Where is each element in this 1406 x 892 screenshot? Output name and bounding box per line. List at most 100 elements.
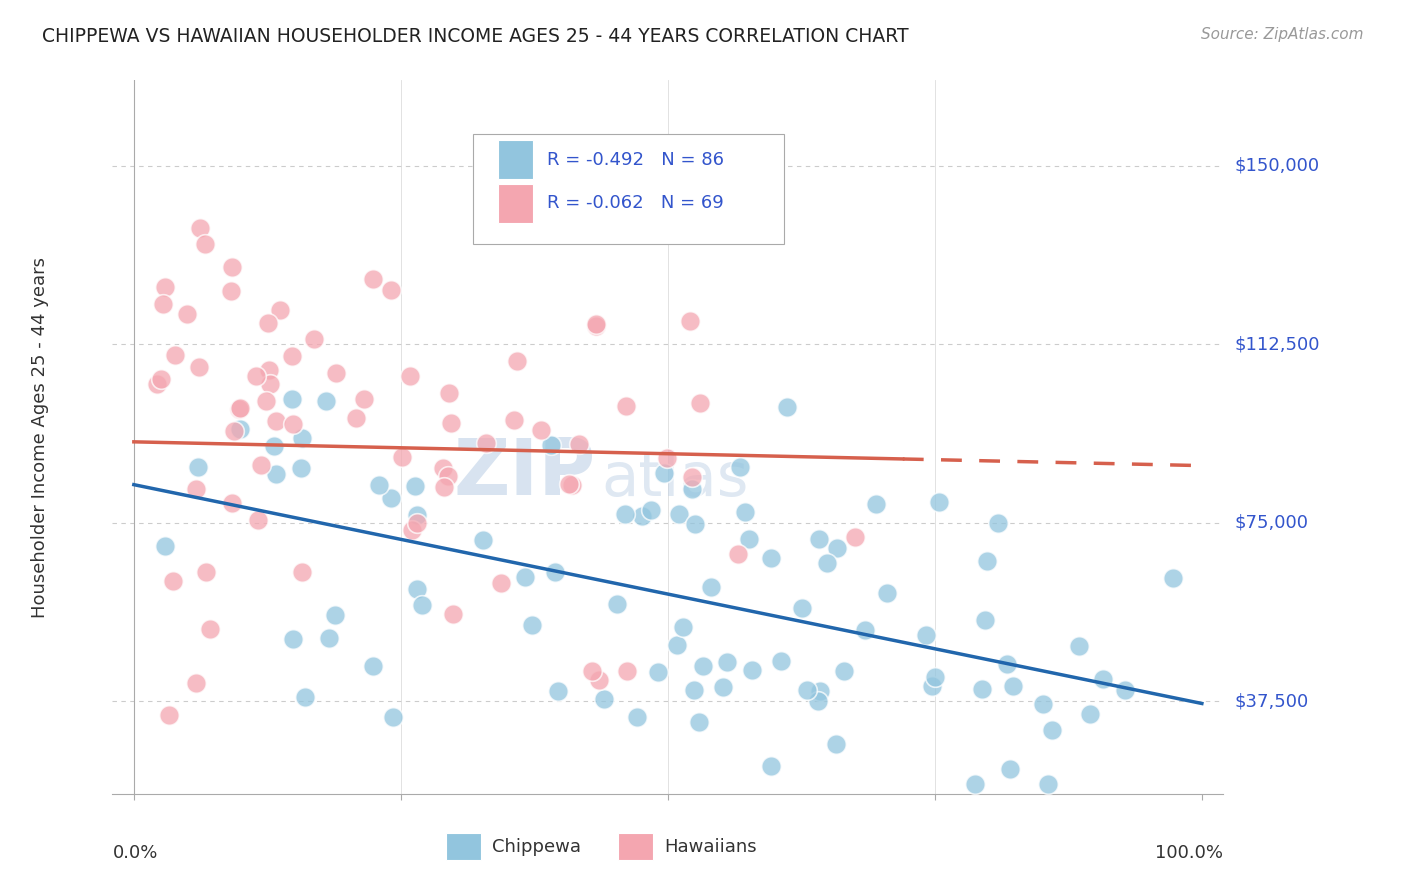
Point bbox=[411, 599, 433, 613]
Point bbox=[647, 665, 669, 680]
Point bbox=[1163, 571, 1185, 585]
Point bbox=[963, 777, 986, 791]
Point bbox=[995, 657, 1018, 672]
Point bbox=[727, 547, 749, 561]
Point bbox=[631, 508, 654, 523]
Point bbox=[475, 435, 498, 450]
Point bbox=[613, 507, 636, 521]
Point bbox=[987, 516, 1010, 530]
Point bbox=[592, 692, 614, 706]
Point bbox=[152, 297, 174, 311]
Text: Householder Income Ages 25 - 44 years: Householder Income Ages 25 - 44 years bbox=[31, 257, 49, 617]
Point bbox=[153, 539, 176, 553]
Point bbox=[640, 503, 662, 517]
Point bbox=[770, 654, 793, 668]
Point bbox=[186, 460, 208, 475]
Point bbox=[668, 508, 690, 522]
Point bbox=[266, 414, 288, 428]
Point bbox=[221, 495, 243, 509]
Point bbox=[682, 683, 704, 698]
Point bbox=[184, 482, 207, 496]
Point bbox=[283, 632, 305, 646]
FancyBboxPatch shape bbox=[617, 833, 654, 860]
Point bbox=[228, 402, 250, 417]
Text: R = -0.492   N = 86: R = -0.492 N = 86 bbox=[547, 151, 724, 169]
Point bbox=[924, 670, 946, 684]
Point bbox=[844, 530, 866, 544]
Point bbox=[699, 580, 721, 594]
Point bbox=[1032, 697, 1054, 711]
Point bbox=[728, 459, 751, 474]
FancyBboxPatch shape bbox=[446, 833, 481, 860]
Text: CHIPPEWA VS HAWAIIAN HOUSEHOLDER INCOME AGES 25 - 44 YEARS CORRELATION CHART: CHIPPEWA VS HAWAIIAN HOUSEHOLDER INCOME … bbox=[42, 27, 908, 45]
Point bbox=[815, 556, 838, 570]
Text: $37,500: $37,500 bbox=[1234, 692, 1309, 710]
Point bbox=[626, 709, 648, 723]
Point bbox=[808, 683, 831, 698]
Text: $150,000: $150,000 bbox=[1234, 157, 1319, 175]
Point bbox=[1036, 777, 1059, 791]
Point bbox=[291, 565, 314, 579]
Point bbox=[807, 694, 830, 708]
Point bbox=[257, 316, 280, 330]
Point bbox=[876, 586, 898, 600]
Point bbox=[1067, 639, 1090, 653]
Point bbox=[176, 307, 198, 321]
Point bbox=[405, 508, 427, 523]
Point bbox=[188, 220, 211, 235]
Point bbox=[281, 392, 304, 406]
Point bbox=[672, 620, 695, 634]
Point bbox=[998, 763, 1021, 777]
Point bbox=[681, 469, 703, 483]
Point bbox=[391, 450, 413, 465]
Point bbox=[432, 461, 454, 475]
Point bbox=[970, 682, 993, 697]
Text: 0.0%: 0.0% bbox=[112, 844, 157, 862]
Text: $112,500: $112,500 bbox=[1234, 335, 1320, 353]
FancyBboxPatch shape bbox=[498, 140, 533, 179]
Point bbox=[865, 497, 887, 511]
Text: $75,000: $75,000 bbox=[1234, 514, 1309, 532]
Point bbox=[382, 710, 405, 724]
Point bbox=[229, 401, 252, 416]
Point bbox=[1078, 706, 1101, 721]
Point bbox=[796, 682, 818, 697]
Point bbox=[440, 416, 463, 430]
Point bbox=[344, 411, 367, 425]
Point bbox=[655, 451, 678, 466]
Point bbox=[353, 392, 375, 407]
Point bbox=[588, 673, 610, 688]
Point bbox=[502, 413, 524, 427]
Point bbox=[1092, 672, 1115, 686]
Point bbox=[363, 659, 385, 673]
Point bbox=[380, 284, 402, 298]
Point bbox=[472, 533, 495, 548]
Point bbox=[807, 532, 830, 546]
Point bbox=[401, 523, 423, 537]
Point bbox=[792, 601, 814, 615]
Point bbox=[759, 551, 782, 566]
Point bbox=[515, 569, 537, 583]
Point bbox=[585, 319, 607, 334]
Point bbox=[294, 690, 316, 704]
Point bbox=[291, 431, 314, 445]
Point bbox=[245, 369, 267, 384]
Point bbox=[976, 554, 998, 568]
Point bbox=[318, 632, 340, 646]
Point bbox=[256, 394, 278, 409]
Point bbox=[558, 477, 581, 491]
Point bbox=[229, 422, 252, 436]
Point bbox=[281, 349, 304, 363]
Point bbox=[224, 425, 246, 439]
Point bbox=[405, 582, 427, 596]
Point bbox=[162, 574, 184, 589]
Point bbox=[325, 367, 347, 381]
Point bbox=[776, 400, 799, 414]
Point bbox=[741, 663, 763, 677]
Point bbox=[683, 516, 706, 531]
Point bbox=[433, 479, 456, 493]
Point bbox=[441, 607, 464, 621]
Point bbox=[489, 576, 512, 591]
Point bbox=[825, 541, 848, 555]
Point bbox=[679, 314, 702, 328]
